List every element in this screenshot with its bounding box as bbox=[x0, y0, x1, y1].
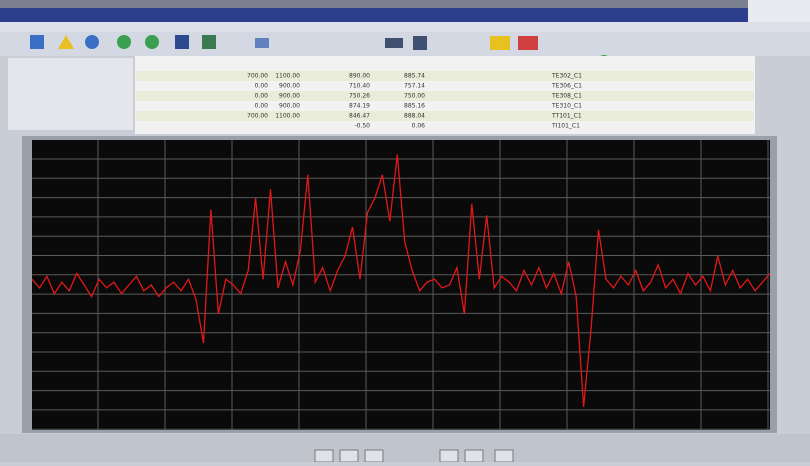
table-cell: -0.50 bbox=[354, 123, 370, 130]
menu-bar bbox=[0, 22, 810, 32]
table-body: 700.00 1100.00 890.00 885.74 TE302_C1 0.00 900… bbox=[136, 71, 754, 130]
grid bbox=[32, 140, 770, 430]
button[interactable] bbox=[339, 449, 359, 463]
table-cell: 0.00 bbox=[255, 103, 269, 110]
button[interactable] bbox=[364, 449, 384, 463]
button[interactable] bbox=[494, 449, 514, 463]
trend-line bbox=[31, 154, 771, 407]
bottom-bar bbox=[0, 434, 810, 462]
button[interactable] bbox=[255, 38, 269, 48]
table-cell: 1100.00 bbox=[275, 73, 300, 80]
button[interactable] bbox=[175, 35, 189, 49]
table-cell: 750.26 bbox=[349, 93, 370, 100]
button[interactable] bbox=[464, 449, 484, 463]
table-cell: 0.00 bbox=[255, 93, 269, 100]
table-cell: TT101_C1 bbox=[551, 113, 582, 120]
table-row bbox=[136, 111, 754, 121]
button[interactable] bbox=[30, 35, 44, 49]
table-cell: 900.00 bbox=[279, 103, 300, 110]
table-cell: 846.47 bbox=[349, 113, 370, 120]
button[interactable] bbox=[314, 449, 334, 463]
table-cell: 0.06 bbox=[412, 123, 426, 130]
toolbar bbox=[0, 32, 810, 56]
table-row bbox=[136, 71, 754, 81]
table-cell: 0.00 bbox=[255, 83, 269, 90]
button[interactable] bbox=[202, 35, 216, 49]
table-cell: 885.74 bbox=[404, 73, 425, 80]
table-cell: 710.40 bbox=[349, 83, 370, 90]
table-cell: 900.00 bbox=[279, 83, 300, 90]
table-cell: 750.00 bbox=[404, 93, 425, 100]
table-cell: TI101_C1 bbox=[551, 123, 580, 130]
button[interactable] bbox=[439, 449, 459, 463]
button[interactable] bbox=[58, 35, 74, 49]
button[interactable] bbox=[518, 36, 538, 50]
table-cell: 890.00 bbox=[349, 73, 370, 80]
top-strip bbox=[0, 0, 810, 8]
button[interactable] bbox=[145, 35, 159, 49]
table-cell: 900.00 bbox=[279, 93, 300, 100]
table-cell: 700.00 bbox=[247, 73, 268, 80]
table-cell: 885.16 bbox=[404, 103, 425, 110]
table-cell: TE310_C1 bbox=[551, 103, 582, 110]
table-cell: 1100.00 bbox=[275, 113, 300, 120]
button[interactable] bbox=[490, 36, 510, 50]
nav-buttons bbox=[314, 449, 514, 463]
table-cell: 874.19 bbox=[349, 103, 370, 110]
table-cell: 888.04 bbox=[404, 113, 425, 120]
table-row bbox=[136, 91, 754, 101]
button[interactable] bbox=[117, 35, 131, 49]
button[interactable] bbox=[85, 35, 99, 49]
table-cell: 700.00 bbox=[247, 113, 268, 120]
button[interactable] bbox=[385, 38, 403, 48]
trend-plot bbox=[31, 154, 771, 407]
table-cell: TE306_C1 bbox=[551, 83, 582, 90]
plot-area bbox=[32, 140, 770, 430]
table-cell: 757.14 bbox=[404, 83, 425, 90]
button[interactable] bbox=[413, 36, 427, 50]
pen-panel bbox=[8, 58, 133, 130]
table-cell: TE308_C1 bbox=[551, 93, 582, 100]
table-cell: TE302_C1 bbox=[551, 73, 582, 80]
